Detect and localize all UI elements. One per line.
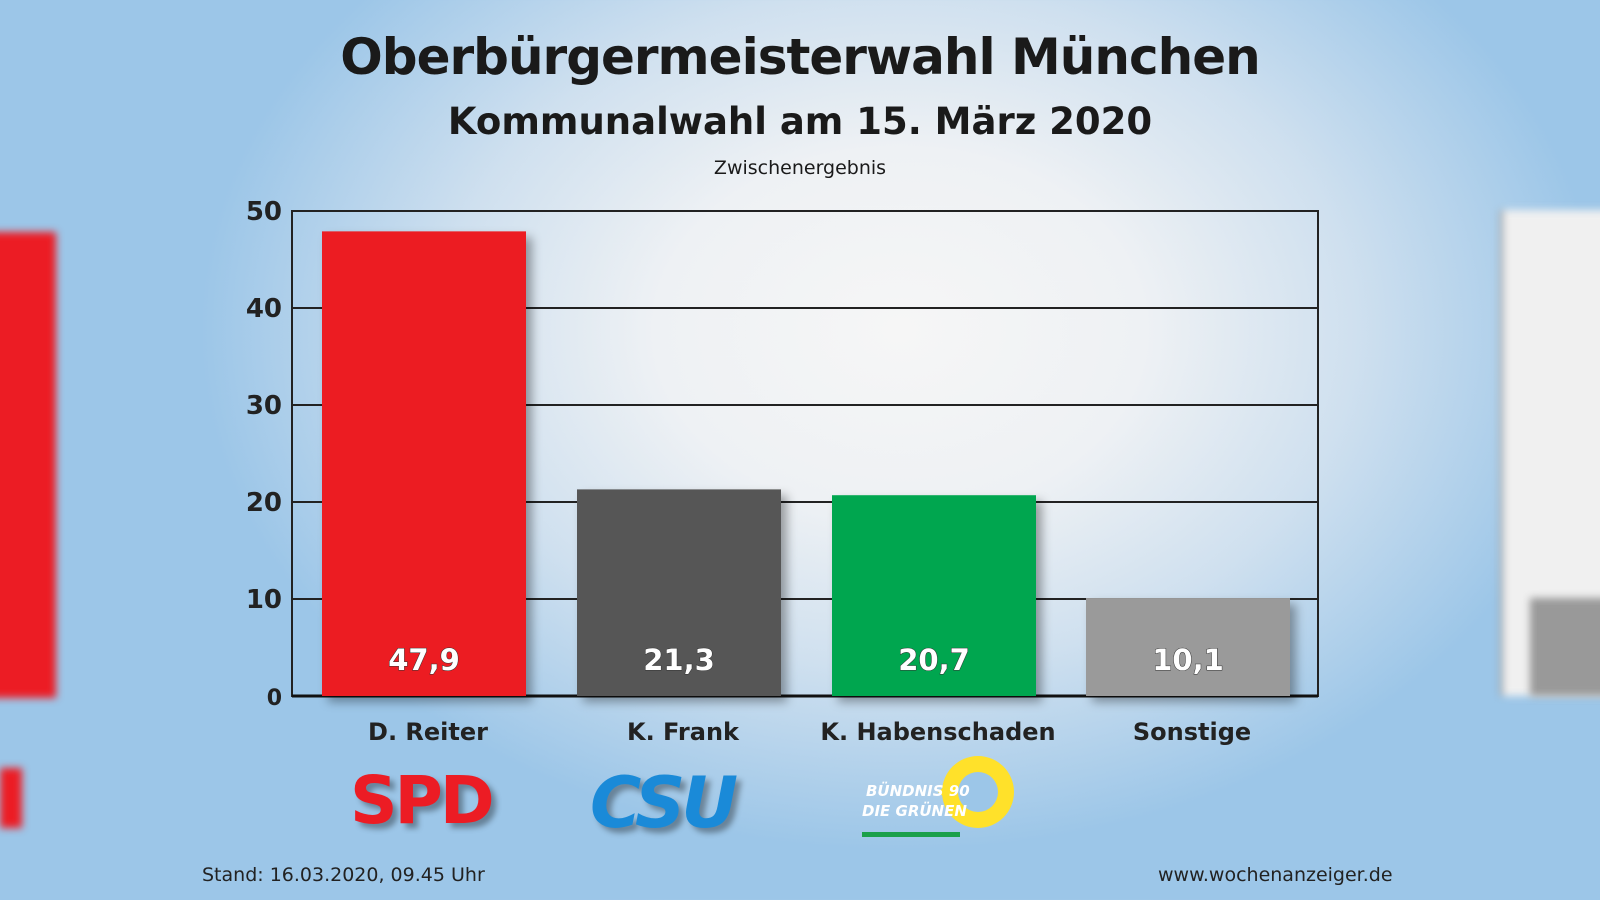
bar-k-habenschaden — [832, 495, 1036, 696]
chart-note: Zwischenergebnis — [713, 157, 887, 179]
chart-subtitle: Kommunalwahl am 15. März 2020 — [447, 100, 1153, 143]
spd-logo: SPD — [350, 762, 495, 839]
bar-k-frank — [577, 489, 781, 696]
data-label: 20,7 — [898, 643, 970, 677]
y-tick-label: 50 — [246, 197, 282, 227]
data-label: 21,3 — [643, 643, 715, 677]
data-label: 47,9 — [388, 643, 460, 677]
bar-d-reiter — [322, 231, 526, 696]
x-tick-label: D. Reiter — [368, 718, 488, 746]
footer-website[interactable]: www.wochenanzeiger.de — [1158, 864, 1393, 886]
blurred-background-bar-left — [0, 232, 56, 698]
csu-logo: CSU — [590, 762, 738, 844]
blurred-background-logo-left — [0, 768, 22, 828]
gruene-logo-line2: DIE GRÜNEN — [862, 802, 967, 820]
y-tick-label: 30 — [246, 391, 282, 421]
chart-title: Oberbürgermeisterwahl München — [340, 28, 1260, 86]
sunflower-icon — [862, 756, 1014, 837]
x-tick-label: K. Habenschaden — [820, 718, 1056, 746]
y-tick-label: 20 — [246, 488, 282, 518]
blurred-background-bar-right — [1530, 598, 1600, 696]
x-tick-label: K. Frank — [626, 718, 739, 746]
y-tick-label: 0 — [267, 686, 282, 711]
bar-sonstige — [1086, 598, 1290, 696]
gruene-logo: BÜNDNIS 90 DIE GRÜNEN — [860, 752, 1020, 842]
data-label: 10,1 — [1152, 643, 1224, 677]
footer-timestamp: Stand: 16.03.2020, 09.45 Uhr — [202, 864, 485, 886]
x-tick-label: Sonstige — [1132, 718, 1252, 746]
gruene-logo-line1: BÜNDNIS 90 — [866, 782, 970, 800]
y-tick-label: 40 — [246, 294, 282, 324]
y-tick-label: 10 — [246, 585, 282, 615]
